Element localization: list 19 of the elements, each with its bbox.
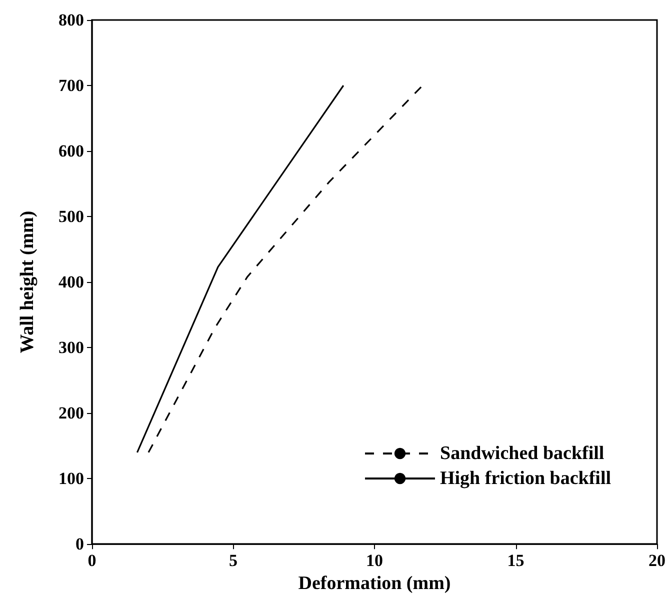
y-tick-label: 700: [58, 76, 84, 96]
x-axis-title: Deformation (mm): [298, 573, 451, 594]
y-tick-label: 500: [58, 207, 84, 226]
legend-label: High friction backfill: [440, 468, 611, 489]
y-tick-label: 800: [58, 10, 84, 30]
y-tick-label: 600: [58, 142, 84, 161]
y-tick-label: 400: [58, 272, 84, 292]
x-tick-label: 5: [229, 551, 238, 570]
x-tick-label: 15: [507, 551, 524, 570]
x-tick-label: 0: [88, 551, 96, 570]
y-tick-label: 100: [58, 469, 84, 488]
line-series: [148, 84, 424, 454]
legend-label: Sandwiched backfill: [440, 443, 604, 464]
x-tick-label: 20: [648, 551, 666, 570]
x-tick-label: 10: [366, 551, 383, 570]
y-tick-label: 200: [58, 404, 84, 423]
y-tick-label: 300: [58, 338, 84, 358]
y-axis-title: Wall height (mm): [17, 210, 38, 354]
y-tick-label: 0: [76, 534, 84, 554]
